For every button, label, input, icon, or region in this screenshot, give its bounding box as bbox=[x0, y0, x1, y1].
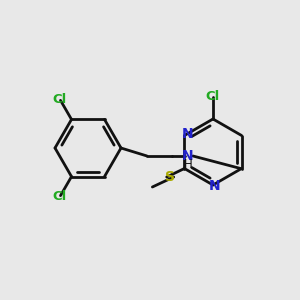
Text: Cl: Cl bbox=[52, 93, 67, 106]
Text: N: N bbox=[182, 128, 193, 142]
Text: N: N bbox=[209, 179, 221, 193]
Text: N: N bbox=[182, 149, 194, 163]
Text: Cl: Cl bbox=[206, 89, 220, 103]
Text: H: H bbox=[184, 158, 192, 172]
Text: S: S bbox=[165, 170, 175, 184]
Text: Cl: Cl bbox=[52, 190, 67, 203]
